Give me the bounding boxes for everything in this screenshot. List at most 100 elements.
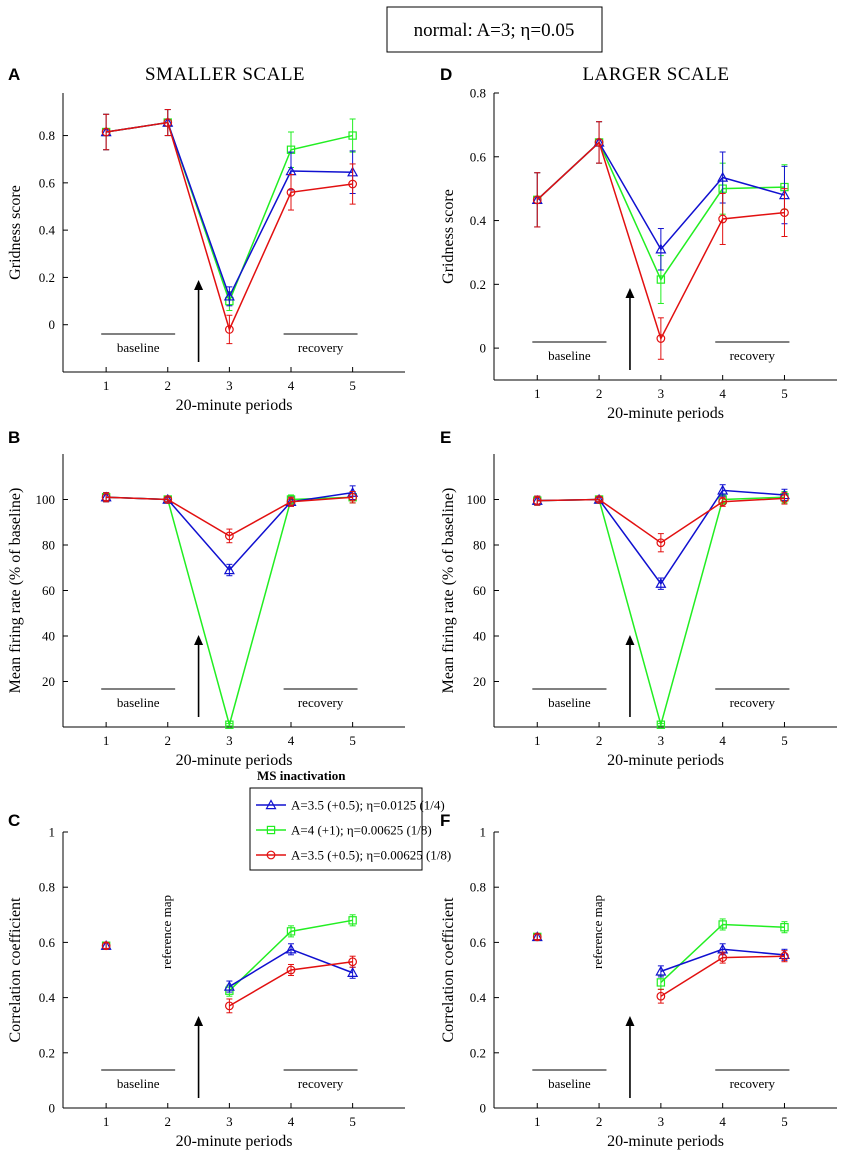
data-point-f: [655, 965, 667, 976]
data-point-b: [223, 564, 235, 575]
data-point-b: [101, 492, 111, 502]
data-point-c: [347, 967, 359, 977]
y-tick-label-f: 0.8: [470, 880, 486, 895]
y-tick-label-d: 0.4: [470, 213, 487, 228]
x-tick-label-a: 3: [226, 378, 233, 393]
y-tick-label-e: 60: [473, 583, 486, 598]
x-tick-label-b: 4: [288, 733, 295, 748]
y-tick-label-e: 20: [473, 674, 486, 689]
data-point-e: [532, 496, 542, 506]
x-tick-label-a: 1: [103, 378, 110, 393]
panel-a: A 0 0.2 0.4 0.6 0.8 1 2 3 4 5 20-minute periods Grid…: [7, 65, 405, 414]
y-axis-label-f: Correlation coefficient: [440, 897, 457, 1043]
y-tick-label-a: 0.8: [39, 128, 55, 143]
arrow-head-b: [194, 635, 204, 645]
data-point-f: [656, 978, 666, 987]
y-tick-label-b: 20: [42, 674, 55, 689]
y-tick-label-f: 0: [480, 1101, 487, 1116]
data-point-d: [718, 214, 728, 224]
series-e-square: [533, 491, 789, 729]
arrow-head-f: [625, 1016, 635, 1026]
panels: A 0 0.2 0.4 0.6 0.8 1 2 3 4 5 20-minute periods Grid…: [7, 65, 837, 1150]
data-point-d: [656, 334, 666, 343]
y-tick-label-a: 0: [49, 317, 56, 332]
recovery-label-a: recovery: [298, 340, 344, 355]
y-tick-label-f: 0.2: [470, 1045, 486, 1060]
data-point-b: [225, 720, 234, 729]
data-point-f: [656, 991, 666, 1001]
y-tick-label-a: 0.4: [39, 223, 56, 238]
y-tick-label-c: 0: [49, 1101, 56, 1116]
legend-label: A=3.5 (+0.5); η=0.00625 (1/8): [291, 848, 451, 863]
data-point-a: [224, 325, 234, 334]
x-tick-label-f: 1: [534, 1114, 541, 1129]
legend-marker: [265, 799, 277, 810]
x-tick-label-c: 4: [288, 1114, 295, 1129]
x-tick-label-c: 5: [349, 1114, 356, 1129]
x-tick-label-f: 3: [658, 1114, 665, 1129]
panel-letter-e: E: [440, 428, 451, 447]
x-tick-label-c: 3: [226, 1114, 233, 1129]
recovery-label-b: recovery: [298, 695, 344, 710]
series-f-circle: [532, 932, 789, 1004]
x-tick-label-a: 5: [349, 378, 356, 393]
legend-entry-triangle: A=3.5 (+0.5); η=0.0125 (1/4): [256, 798, 445, 813]
series-d-square: [533, 121, 789, 304]
x-axis-label-c: 20-minute periods: [176, 1133, 293, 1150]
y-tick-label-b: 80: [42, 538, 55, 553]
y-tick-label-e: 100: [467, 492, 487, 507]
x-tick-label-e: 4: [719, 733, 726, 748]
data-point-e: [594, 495, 604, 504]
data-point-f: [780, 923, 789, 932]
x-tick-label-e: 2: [596, 733, 603, 748]
baseline-label-c: baseline: [117, 1076, 160, 1091]
series-a-circle: [101, 109, 358, 345]
y-tick-label-d: 0: [480, 341, 487, 356]
y-tick-label-f: 0.6: [470, 935, 487, 950]
x-tick-label-d: 5: [781, 386, 788, 401]
x-tick-label-d: 1: [534, 386, 541, 401]
data-point-c: [286, 965, 296, 975]
x-tick-label-d: 4: [719, 386, 726, 401]
data-point-b: [348, 492, 358, 502]
data-point-c: [286, 927, 296, 936]
y-tick-label-b: 40: [42, 629, 55, 644]
x-axis-label-d: 20-minute periods: [607, 405, 724, 422]
panel-b: B 20 40 60 80 100 1 2 3 4 5 20-minute periods Mean f…: [7, 428, 405, 769]
y-tick-label-c: 0.6: [39, 935, 56, 950]
data-point-e: [718, 497, 728, 507]
data-point-e: [656, 538, 666, 548]
x-tick-label-c: 2: [165, 1114, 172, 1129]
y-tick-label-c: 0.8: [39, 880, 55, 895]
y-tick-label-c: 0.4: [39, 990, 56, 1005]
legend-title: MS inactivation: [257, 768, 346, 783]
y-tick-label-a: 0.2: [39, 270, 55, 285]
baseline-label-d: baseline: [548, 348, 591, 363]
series-d-triangle: [531, 121, 790, 271]
recovery-label-f: recovery: [730, 1076, 776, 1091]
series-line-a: [106, 121, 353, 299]
data-point-e: [717, 484, 729, 495]
header-box: normal: A=3; η=0.05: [386, 6, 603, 53]
legend-entry-square: A=4 (+1); η=0.00625 (1/8): [256, 823, 432, 838]
data-point-b: [163, 495, 173, 504]
x-tick-label-e: 1: [534, 733, 541, 748]
panel-e: E 20 40 60 80 100 1 2 3 4 5 20-minute periods Mean f…: [440, 428, 837, 769]
data-point-a: [101, 127, 111, 137]
y-axis-label-d: Gridness score: [440, 189, 457, 284]
x-axis-label-b: 20-minute periods: [176, 752, 293, 769]
reference-map-label-c: reference map: [159, 895, 174, 969]
y-axis-label-b: Mean firing rate (% of baseline): [7, 488, 24, 694]
series-c-circle: [101, 941, 358, 1014]
arrow-head-e: [625, 635, 635, 645]
data-point-c: [223, 980, 235, 991]
y-tick-label-d: 0.2: [470, 277, 486, 292]
x-tick-label-a: 2: [165, 378, 172, 393]
y-tick-label-d: 0.8: [470, 86, 486, 101]
panel-letter-f: F: [440, 811, 450, 830]
x-tick-label-f: 2: [596, 1114, 603, 1129]
arrow-head-d: [625, 288, 635, 298]
x-tick-label-e: 3: [658, 733, 665, 748]
data-point-e: [655, 577, 667, 588]
